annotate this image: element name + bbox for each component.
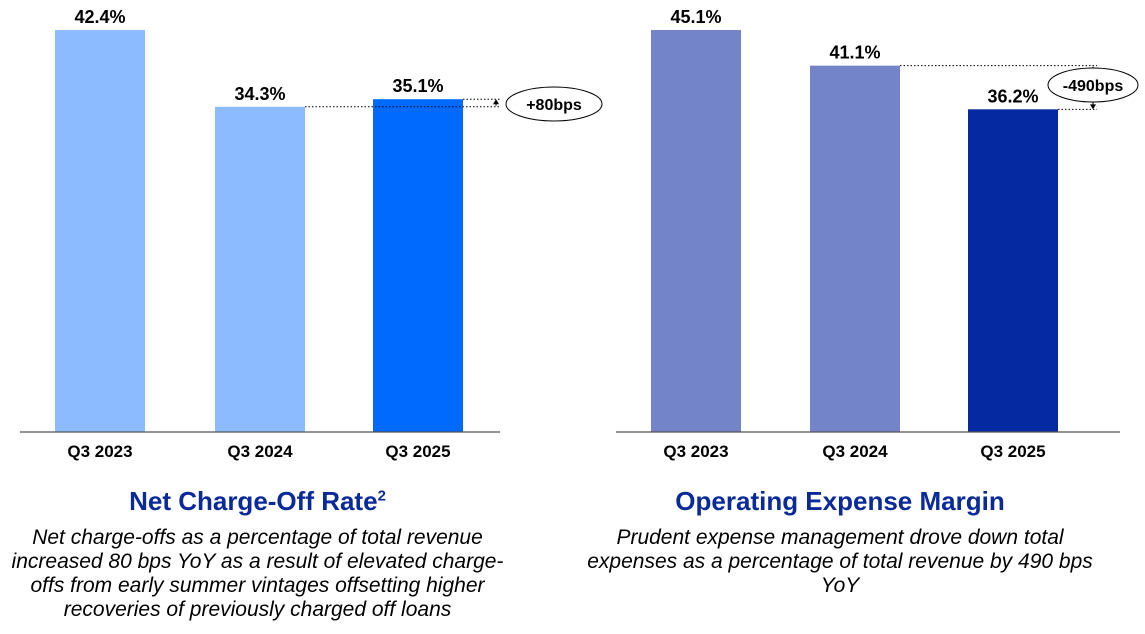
bar-value-label: 34.3% (234, 84, 285, 104)
net-charge-off-text: Net Charge-Off Rate2 Net charge-offs as … (0, 486, 515, 622)
x-tick-label: Q3 2023 (67, 442, 132, 461)
bar-q3-2023 (55, 30, 145, 432)
bar-q3-2024 (810, 65, 900, 432)
operating-expense-title: Operating Expense Margin (675, 486, 1005, 516)
footnote-marker: 2 (377, 487, 386, 505)
annotation-label: -490bps (1063, 78, 1124, 95)
bar-q3-2025 (968, 109, 1058, 432)
annotation-label: +80bps (526, 97, 582, 114)
x-tick-label: Q3 2023 (663, 442, 728, 461)
net-charge-off-caption: Net charge-offs as a percentage of total… (11, 526, 504, 621)
bar-q3-2024 (215, 106, 305, 432)
bar-value-label: 35.1% (392, 76, 443, 96)
operating-expense-chart: 45.1% Q3 2023 41.1% Q3 2024 36.2% Q3 2025 -490… (616, 7, 1139, 461)
operating-expense-caption: Prudent expense management drove down to… (587, 526, 1093, 597)
bar-value-label: 41.1% (829, 43, 880, 63)
x-tick-label: Q3 2025 (385, 442, 450, 461)
bar-value-label: 45.1% (670, 7, 721, 27)
bar-q3-2023 (651, 30, 741, 432)
annotation-arrow-head (493, 99, 499, 105)
bar-value-label: 36.2% (987, 86, 1038, 106)
x-tick-label: Q3 2025 (980, 442, 1045, 461)
operating-expense-text: Operating Expense Margin Prudent expense… (580, 486, 1100, 598)
net-charge-off-title: Net Charge-Off Rate2 (129, 486, 386, 516)
bar-q3-2025 (373, 99, 463, 432)
bar-value-label: 42.4% (74, 7, 125, 27)
annotation-bubble (1047, 67, 1139, 103)
x-tick-label: Q3 2024 (227, 442, 293, 461)
x-tick-label: Q3 2024 (822, 442, 888, 461)
net-charge-off-chart: 42.4% Q3 2023 34.3% Q3 2024 35.1% Q3 2025 +80b… (20, 7, 603, 461)
annotation-bubble (505, 86, 603, 122)
annotation-arrow-head (1090, 104, 1096, 110)
charts-canvas: 42.4% Q3 2023 34.3% Q3 2024 35.1% Q3 2025 +80b… (20, 7, 1139, 461)
